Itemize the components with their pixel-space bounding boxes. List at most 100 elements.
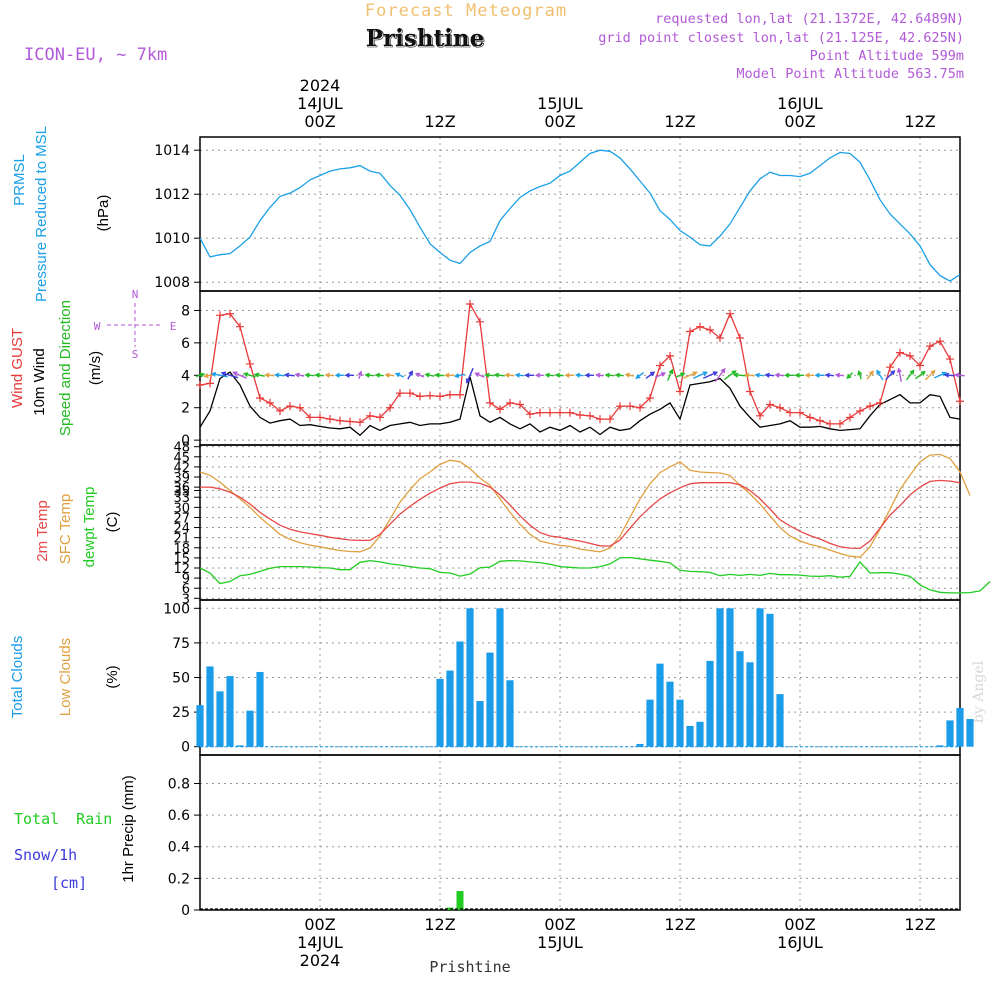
y-tick-label: 0.2 [168,871,190,887]
panel-precip: 00.20.40.60.8 [168,755,960,919]
wind-direction-arrow [346,373,354,377]
total-cloud-bar [206,666,213,746]
ylabel-speed-direction: Speed and Direction [57,300,74,436]
total-cloud-bar [656,664,663,747]
time-label-top: 12Z [904,112,935,131]
time-label-top: 14JUL [297,94,343,113]
wind-direction-arrow [426,373,435,377]
wind-speed-line [200,372,960,435]
gust-marker [736,334,744,342]
gust-marker [626,402,634,410]
ylabel-dewpt-temp: dewpt Temp [81,487,98,568]
total-cloud-bar [496,608,503,746]
gust-marker [536,409,544,417]
wind-direction-arrow [396,373,404,377]
y-tick-label: 0 [181,740,190,756]
total-cloud-bar [766,614,773,747]
gust-marker [746,388,754,396]
gridpoint-coords: grid point closest lon,lat (21.125E, 42.… [598,30,964,46]
y-tick-label: 2 [181,401,190,417]
gust-marker [366,412,374,420]
wind-direction-arrow [546,373,554,377]
total-cloud-bar [756,608,763,746]
time-label-top: 00Z [784,112,815,131]
y-tick-label: 1010 [154,231,190,247]
wind-direction-arrow [495,373,505,377]
total-cloud-bar [666,682,673,747]
time-label-bottom: 00Z [304,915,335,934]
wind-direction-arrow [467,368,474,382]
panels-layer: 1008101010121014024683691215182124273033… [9,76,990,970]
gust-marker [546,409,554,417]
total-cloud-bar [716,608,723,746]
time-label-bottom: 16JUL [777,933,823,952]
gust-marker [576,411,584,419]
wind-direction-arrow [276,373,285,377]
wind-direction-arrow [616,373,624,377]
gust-marker [596,415,604,423]
gust-marker [936,337,944,345]
ylabel-low-clouds: Low Clouds [57,638,74,716]
gust-marker [866,402,874,410]
gust-marker [256,394,264,402]
total-cloud-bar [646,700,653,747]
y-tick-label: 100 [163,601,190,617]
compass-s: S [132,348,139,361]
wind-direction-arrow [526,373,535,377]
temperature-series [200,454,990,593]
total-cloud-bar [446,671,453,747]
gust-marker [956,397,964,405]
gust-marker [896,349,904,357]
gust-marker [726,310,734,318]
ylabel-percent: (%) [104,665,121,688]
wind-direction-arrow [597,373,604,377]
ylabel-10m-wind: 10m Wind [31,348,48,416]
wind-direction-arrow [724,371,735,379]
total-cloud-bar [746,662,753,746]
total-cloud-bar [966,719,973,747]
wind-direction-arrow [915,372,924,379]
gust-marker [506,399,514,407]
y-tick-label: 8 [181,303,190,319]
time-label-bottom: 12Z [904,915,935,934]
gust-marker [466,300,474,308]
time-label-top: 12Z [664,112,695,131]
ylabel-precip: 1hr Precip (mm) [120,775,137,883]
wind-direction-arrow [826,373,834,377]
y-tick-label: 1012 [154,187,190,203]
wind-direction-arrow [285,373,294,377]
wind-direction-arrow [244,373,255,377]
wind-direction-arrow [636,373,643,378]
gust-marker [316,413,324,421]
time-label-top: 15JUL [537,94,583,113]
total-cloud-bar [196,705,203,747]
gust-marker [416,392,424,400]
time-label-top: 00Z [544,112,575,131]
wind-direction-arrow [745,373,755,377]
ylabel-total-clouds: Total Clouds [9,636,26,719]
time-label-bottom: 00Z [784,915,815,934]
total-cloud-bar [776,694,783,747]
ylabel-celsius: (C) [104,512,121,533]
ylabel-sfc-temp: SFC Temp [57,494,74,565]
gust-marker [586,412,594,420]
y-tick-label: 0.8 [168,776,190,792]
time-label-bottom: 00Z [544,915,575,934]
wind-direction-arrow [366,373,374,377]
wind-direction-arrow [536,373,543,377]
gust-marker [456,391,464,399]
watermark: by Angel [971,660,987,723]
panel-frame [200,291,960,445]
ylabel-2m-temp: 2m Temp [34,500,51,561]
y-tick-label: 25 [172,705,190,721]
wind-direction-arrow [506,373,515,377]
wind-direction-arrow [898,369,902,382]
total-cloud-bar [676,700,683,747]
time-label-bottom: 12Z [664,915,695,934]
total-cloud-bar [246,711,253,747]
wind-direction-arrow [576,373,583,377]
y-tick-label: 6 [181,336,190,352]
label-total-rain: Total Rain [14,810,112,828]
